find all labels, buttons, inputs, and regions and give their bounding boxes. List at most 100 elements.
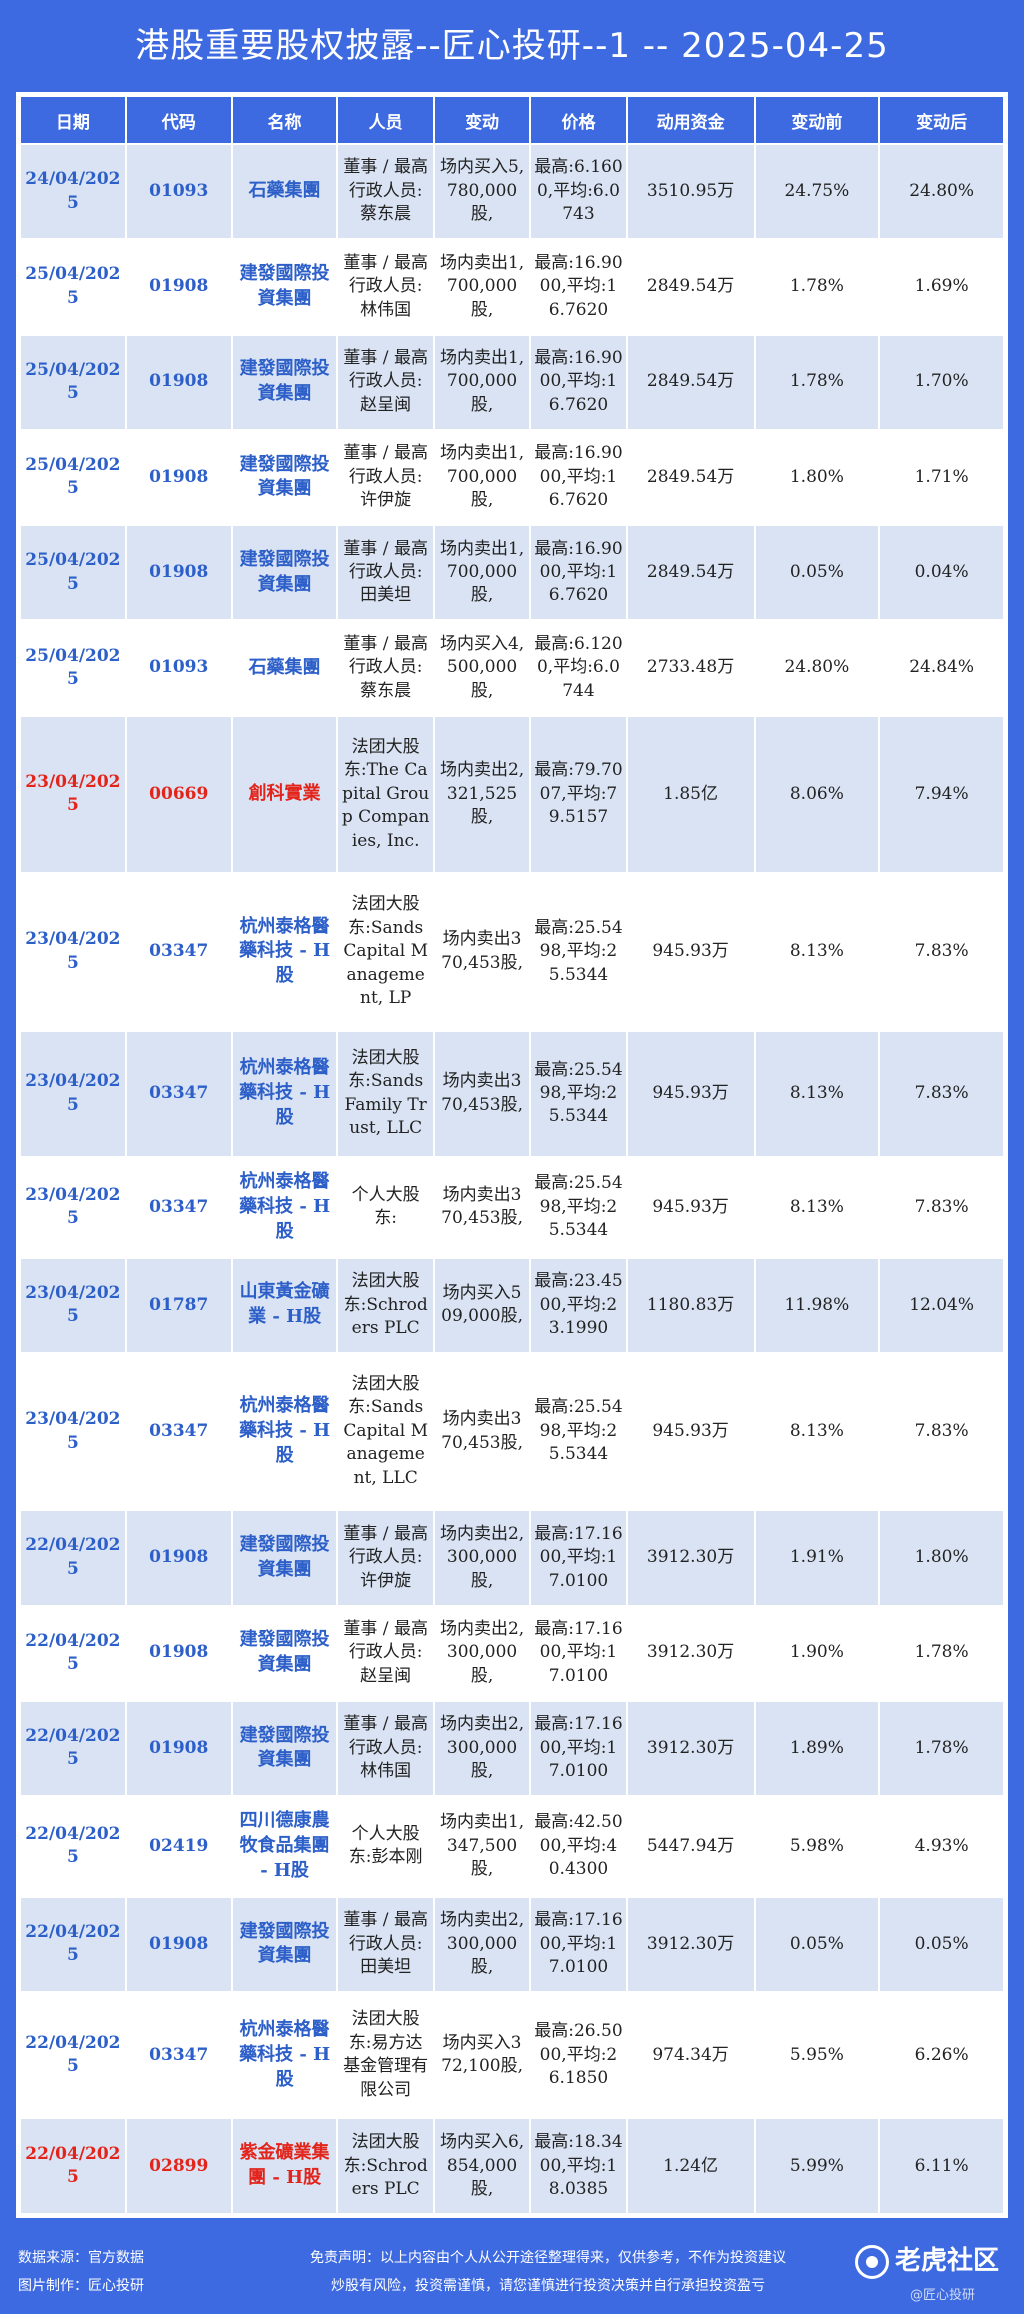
cell-amount: 3912.30万 xyxy=(627,1511,754,1605)
cell-person: 董事 / 最高行政人员:赵呈闽 xyxy=(338,335,433,429)
cell-code[interactable]: 01908 xyxy=(126,1511,231,1605)
table-row: 23/04/2025 03347 杭州泰格醫藥科技 - H股 个人大股东: 场内卖出37… xyxy=(21,1157,1003,1257)
cell-amount: 5447.94万 xyxy=(627,1797,754,1896)
col-header-person: 人员 xyxy=(338,97,433,143)
cell-date: 23/04/2025 xyxy=(21,1157,125,1257)
footer-credits: 数据来源：官方数据 图片制作：匠心投研 xyxy=(18,2244,144,2300)
cell-name[interactable]: 杭州泰格醫藥科技 - H股 xyxy=(232,1157,337,1257)
cell-code[interactable]: 01908 xyxy=(126,1897,231,1992)
cell-after: 24.84% xyxy=(880,621,1003,715)
table-row: 22/04/2025 03347 杭州泰格醫藥科技 - H股 法团大股东:易方达基金管… xyxy=(21,1993,1003,2118)
cell-after: 1.80% xyxy=(880,1511,1003,1605)
cell-name[interactable]: 杭州泰格醫藥科技 - H股 xyxy=(232,1353,337,1510)
cell-code[interactable]: 01093 xyxy=(126,621,231,715)
cell-before: 1.91% xyxy=(755,1511,879,1605)
cell-name[interactable]: 山東黃金礦業 - H股 xyxy=(232,1258,337,1352)
cell-name[interactable]: 建發國際投資集團 xyxy=(232,1511,337,1605)
cell-name[interactable]: 建發國際投資集團 xyxy=(232,1606,337,1700)
cell-change: 场内卖出370,453股, xyxy=(434,1353,530,1510)
cell-change: 场内卖出370,453股, xyxy=(434,1031,530,1156)
cell-before: 5.98% xyxy=(755,1797,879,1896)
cell-code[interactable]: 03347 xyxy=(126,874,231,1030)
cell-code[interactable]: 01908 xyxy=(126,240,231,334)
col-header-price: 价格 xyxy=(531,97,626,143)
footer: 数据来源：官方数据 图片制作：匠心投研 免责声明：以上内容由个人从公开途径整理得… xyxy=(0,2226,1024,2314)
cell-change: 场内卖出1,700,000股, xyxy=(434,430,530,525)
cell-code[interactable]: 01908 xyxy=(126,430,231,525)
cell-code[interactable]: 01908 xyxy=(126,335,231,429)
cell-before: 1.89% xyxy=(755,1701,879,1796)
cell-code[interactable]: 01787 xyxy=(126,1258,231,1352)
cell-price: 最高:17.1600,平均:17.0100 xyxy=(531,1897,626,1992)
cell-amount: 945.93万 xyxy=(627,874,754,1030)
col-header-before: 变动前 xyxy=(755,97,879,143)
cell-before: 1.78% xyxy=(755,240,879,334)
table-row: 23/04/2025 03347 杭州泰格醫藥科技 - H股 法团大股东:Sands … xyxy=(21,1031,1003,1156)
cell-name[interactable]: 建發國際投資集團 xyxy=(232,526,337,620)
cell-before: 8.13% xyxy=(755,1353,879,1510)
cell-code[interactable]: 01093 xyxy=(126,145,231,239)
cell-change: 场内卖出2,300,000股, xyxy=(434,1511,530,1605)
cell-after: 12.04% xyxy=(880,1258,1003,1352)
cell-amount: 1.85亿 xyxy=(627,716,754,873)
cell-name[interactable]: 石藥集團 xyxy=(232,621,337,715)
cell-name[interactable]: 杭州泰格醫藥科技 - H股 xyxy=(232,1031,337,1156)
cell-name[interactable]: 四川德康農牧食品集團 - H股 xyxy=(232,1797,337,1896)
cell-date: 23/04/2025 xyxy=(21,1031,125,1156)
cell-code[interactable]: 02899 xyxy=(126,2119,231,2213)
cell-price: 最高:16.9000,平均:16.7620 xyxy=(531,526,626,620)
data-source-text: 数据来源：官方数据 xyxy=(18,2250,144,2266)
cell-name[interactable]: 建發國際投資集團 xyxy=(232,1701,337,1796)
cell-name[interactable]: 創科實業 xyxy=(232,716,337,873)
cell-amount: 945.93万 xyxy=(627,1031,754,1156)
cell-after: 4.93% xyxy=(880,1797,1003,1896)
cell-name[interactable]: 建發國際投資集團 xyxy=(232,430,337,525)
disclosure-table-frame: 日期 代码 名称 人员 变动 价格 动用资金 变动前 变动后 24/04/202… xyxy=(16,92,1008,2218)
cell-name[interactable]: 建發國際投資集團 xyxy=(232,1897,337,1992)
cell-after: 7.94% xyxy=(880,716,1003,873)
cell-date: 22/04/2025 xyxy=(21,2119,125,2213)
cell-change: 场内买入4,500,000股, xyxy=(434,621,530,715)
cell-change: 场内卖出1,700,000股, xyxy=(434,240,530,334)
cell-before: 11.98% xyxy=(755,1258,879,1352)
cell-person: 董事 / 最高行政人员:许伊旋 xyxy=(338,1511,433,1605)
cell-price: 最高:6.1200,平均:6.0744 xyxy=(531,621,626,715)
cell-code[interactable]: 03347 xyxy=(126,1993,231,2118)
cell-amount: 3912.30万 xyxy=(627,1606,754,1700)
cell-name[interactable]: 石藥集團 xyxy=(232,145,337,239)
cell-name[interactable]: 建發國際投資集團 xyxy=(232,335,337,429)
cell-code[interactable]: 01908 xyxy=(126,526,231,620)
cell-code[interactable]: 03347 xyxy=(126,1157,231,1257)
cell-code[interactable]: 03347 xyxy=(126,1031,231,1156)
cell-person: 董事 / 最高行政人员:赵呈闽 xyxy=(338,1606,433,1700)
cell-code[interactable]: 01908 xyxy=(126,1701,231,1796)
cell-code[interactable]: 02419 xyxy=(126,1797,231,1896)
cell-code[interactable]: 01908 xyxy=(126,1606,231,1700)
cell-date: 25/04/2025 xyxy=(21,526,125,620)
cell-code[interactable]: 03347 xyxy=(126,1353,231,1510)
cell-before: 8.13% xyxy=(755,1157,879,1257)
cell-code[interactable]: 00669 xyxy=(126,716,231,873)
cell-before: 5.99% xyxy=(755,2119,879,2213)
cell-price: 最高:25.5498,平均:25.5344 xyxy=(531,1031,626,1156)
cell-name[interactable]: 杭州泰格醫藥科技 - H股 xyxy=(232,874,337,1030)
logo-text: 老虎社区 xyxy=(895,2246,1000,2276)
watermark: @匠心投研 xyxy=(910,2288,976,2303)
table-row: 25/04/2025 01908 建發國際投資集團 董事 / 最高行政人员:林伟国 场内… xyxy=(21,240,1003,334)
cell-before: 0.05% xyxy=(755,1897,879,1992)
cell-name[interactable]: 紫金礦業集團 - H股 xyxy=(232,2119,337,2213)
table-row: 25/04/2025 01908 建發國際投資集團 董事 / 最高行政人员:许伊旋 场内… xyxy=(21,430,1003,525)
cell-date: 22/04/2025 xyxy=(21,1897,125,1992)
cell-person: 法团大股东:Schroders PLC xyxy=(338,1258,433,1352)
cell-date: 25/04/2025 xyxy=(21,430,125,525)
cell-person: 法团大股东:Schroders PLC xyxy=(338,2119,433,2213)
cell-date: 23/04/2025 xyxy=(21,1353,125,1510)
col-header-name: 名称 xyxy=(232,97,337,143)
col-header-date: 日期 xyxy=(21,97,125,143)
cell-name[interactable]: 建發國際投資集團 xyxy=(232,240,337,334)
cell-name[interactable]: 杭州泰格醫藥科技 - H股 xyxy=(232,1993,337,2118)
cell-before: 8.06% xyxy=(755,716,879,873)
table-row: 24/04/2025 01093 石藥集團 董事 / 最高行政人员:蔡东晨 场内买入5,… xyxy=(21,145,1003,239)
table-row: 22/04/2025 02419 四川德康農牧食品集團 - H股 个人大股东:彭本刚场… xyxy=(21,1797,1003,1896)
table-row: 23/04/2025 01787 山東黃金礦業 - H股 法团大股东:Schroder… xyxy=(21,1258,1003,1352)
